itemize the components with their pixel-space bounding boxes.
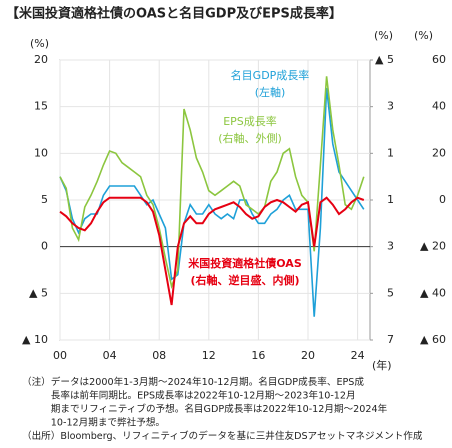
- y-tick-label: 10: [34, 146, 48, 159]
- note: 10-12月期まで弊社予想。: [22, 417, 165, 429]
- y3-tick-label: 40: [432, 100, 446, 113]
- y2-tick-label: 3: [387, 100, 394, 113]
- y3-tick-label: 60: [432, 53, 446, 66]
- note: 期までリフィニティブの予想。名目GDP成長率は2022年10-12月期～2024…: [22, 403, 388, 415]
- chart-title: 【米国投資適格社債のOASと名目GDP及びEPS成長率】: [6, 6, 342, 22]
- y2-tick-label: 3: [387, 240, 394, 253]
- y-tick-label: 20: [34, 53, 48, 66]
- series-note: (右軸、逆目盛、内側): [190, 273, 299, 287]
- series-label: EPS成長率: [223, 114, 277, 128]
- y2-tick-label: ▲ 5: [375, 53, 394, 66]
- y2-tick-label: 1: [387, 193, 394, 206]
- y3-tick-label: ▲ 20: [420, 240, 446, 253]
- y2-axis-label: (%): [374, 29, 393, 42]
- x-tick-label: 20: [301, 349, 315, 362]
- y3-tick-label: ▲ 60: [420, 333, 446, 346]
- y3-tick-label: 0: [439, 193, 446, 206]
- x-tick-label: 00: [53, 349, 67, 362]
- y-tick-label: ▲ 5: [29, 286, 48, 299]
- note: （注）データは2000年1-3月期～2024年10-12月期。名目GDP成長率、…: [22, 376, 364, 388]
- y2-tick-label: 7: [387, 333, 394, 346]
- y-axis-label: (%): [30, 37, 49, 50]
- note: （出所）Bloomberg、リフィニティブのデータを基に三井住友DSアセットマネ…: [22, 430, 423, 442]
- x-tick-label: 12: [202, 349, 216, 362]
- y2-tick-label: 5: [387, 286, 394, 299]
- series-note: (右軸、外側): [218, 131, 282, 145]
- series-note: (左軸): [255, 85, 286, 99]
- x-tick-label: 08: [152, 349, 166, 362]
- x-tick-label: 16: [251, 349, 265, 362]
- series-label: 名目GDP成長率: [231, 68, 310, 82]
- y3-axis-label: (%): [414, 29, 433, 42]
- y3-tick-label: ▲ 40: [420, 286, 446, 299]
- note: 長率は前年同期比。EPS成長率は2022年10-12月期～2023年10-12月: [22, 390, 356, 402]
- y-tick-label: 5: [41, 193, 48, 206]
- x-tick-label: 04: [103, 349, 117, 362]
- series-label: 米国投資適格社債OAS: [187, 256, 302, 270]
- y3-tick-label: 20: [432, 146, 446, 159]
- series-line: [59, 87, 365, 317]
- x-tick-label: 24: [351, 349, 365, 362]
- y-tick-label: ▲ 10: [22, 333, 48, 346]
- series-line: [59, 196, 365, 306]
- y-tick-label: 15: [34, 100, 48, 113]
- y2-tick-label: 1: [387, 146, 394, 159]
- y-tick-label: 0: [41, 240, 48, 253]
- x-axis-label: (年): [372, 358, 392, 372]
